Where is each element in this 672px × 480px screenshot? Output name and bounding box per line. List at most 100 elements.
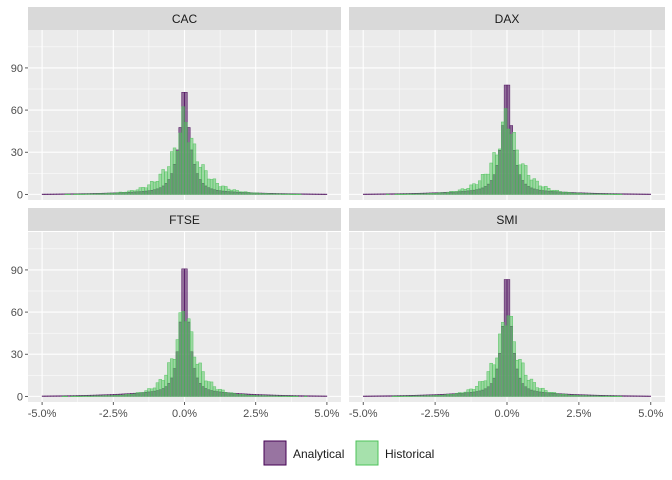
histogram-bar: [306, 395, 311, 397]
histogram-bar: [90, 193, 94, 195]
histogram-bar: [472, 183, 476, 195]
histogram-bar: [610, 193, 614, 195]
histogram-bar: [454, 393, 459, 397]
histogram-bar: [607, 193, 611, 195]
histogram-bar: [107, 395, 111, 397]
histogram-bar: [84, 193, 88, 195]
histogram-bar: [167, 362, 171, 397]
y-tick-label: 90: [11, 265, 23, 277]
histogram-bar: [184, 321, 188, 397]
histogram-bar: [303, 193, 308, 195]
histogram-bar: [76, 395, 80, 397]
histogram-bar: [110, 395, 114, 397]
histogram-bar: [275, 395, 279, 397]
histogram-bar: [70, 395, 74, 397]
x-tick-label: -2.5%: [421, 408, 450, 420]
histogram-bar: [41, 193, 46, 195]
histogram-bar: [167, 166, 171, 195]
histogram-bar: [246, 192, 251, 195]
histogram-bar: [204, 170, 208, 195]
histogram-bar: [503, 108, 508, 195]
histogram-bar: [164, 171, 168, 195]
histogram-bar: [403, 395, 407, 397]
histogram-bar: [312, 193, 316, 195]
histogram-bar: [509, 134, 514, 195]
histogram-bar: [486, 371, 490, 397]
histogram-bar: [466, 389, 470, 397]
histogram-bar: [124, 191, 128, 195]
histogram-bar: [281, 193, 285, 195]
histogram-bar: [457, 189, 462, 195]
histogram-bar: [601, 395, 606, 397]
histogram-bar: [244, 191, 248, 195]
histogram-bar: [429, 395, 433, 397]
histogram-bar: [130, 190, 134, 195]
histogram-bar: [601, 193, 606, 195]
histogram-bar: [172, 147, 177, 195]
histogram-bar: [403, 193, 407, 195]
histogram-bar: [301, 193, 305, 195]
histogram-bar: [449, 394, 453, 397]
histogram-bar: [595, 193, 600, 195]
histogram-bar: [249, 192, 254, 195]
histogram-bar: [132, 190, 137, 195]
histogram-bar: [212, 386, 217, 397]
histogram-bar: [121, 394, 125, 397]
histogram-bar: [518, 164, 522, 195]
histogram-bar: [241, 394, 245, 397]
histogram-bar: [641, 193, 646, 195]
histogram-bar: [198, 362, 202, 397]
histogram-bar: [152, 387, 157, 397]
histogram-bar: [555, 189, 560, 195]
histogram-bar: [408, 395, 413, 397]
histogram-bar: [323, 193, 328, 195]
histogram-bar: [272, 395, 276, 397]
histogram-bar: [535, 180, 539, 195]
histogram-bar: [408, 193, 413, 195]
histogram-bar: [578, 192, 583, 195]
histogram-bar: [406, 395, 410, 397]
strip-label-cac: CAC: [172, 12, 198, 26]
series-historical-cac: [64, 106, 302, 195]
histogram-bar: [261, 193, 265, 195]
histogram-bar: [449, 191, 453, 195]
histogram-bar: [252, 394, 256, 397]
histogram-bar: [547, 188, 551, 195]
histogram-bar: [463, 391, 467, 397]
histogram-bar: [544, 186, 548, 195]
histogram-bar: [315, 395, 319, 397]
histogram-bar: [477, 180, 482, 195]
histogram-bar: [639, 395, 643, 397]
x-tick-label: 0.0%: [494, 408, 519, 420]
histogram-bar: [518, 359, 522, 397]
histogram-bar: [58, 193, 63, 195]
histogram-bar: [198, 166, 202, 195]
histogram-bar: [633, 395, 637, 397]
histogram-bar: [457, 392, 462, 397]
histogram-bar: [365, 193, 370, 195]
histogram-bar: [235, 394, 239, 397]
histogram-bar: [269, 193, 274, 195]
histogram-bar: [41, 395, 46, 397]
histogram-bar: [283, 395, 288, 397]
histogram-bar: [272, 193, 276, 195]
histogram-bar: [535, 387, 539, 397]
histogram-bar: [53, 193, 57, 195]
histogram-bar: [81, 395, 86, 397]
histogram-bar: [633, 193, 637, 195]
histogram-bar: [232, 393, 237, 397]
histogram-bar: [235, 190, 239, 195]
histogram-bar: [624, 193, 629, 195]
histogram-bar: [70, 193, 74, 195]
histogram-bar: [124, 394, 128, 397]
histogram-bar: [44, 395, 49, 397]
histogram-bar: [178, 312, 182, 397]
histogram-bar: [572, 192, 577, 195]
histogram-bar: [547, 392, 551, 397]
histogram-bar: [115, 394, 120, 397]
histogram-bar: [135, 189, 140, 195]
histogram-bar: [466, 188, 470, 195]
histogram-bar: [578, 395, 583, 397]
histogram-bar: [443, 394, 447, 397]
histogram-bar: [383, 395, 387, 397]
